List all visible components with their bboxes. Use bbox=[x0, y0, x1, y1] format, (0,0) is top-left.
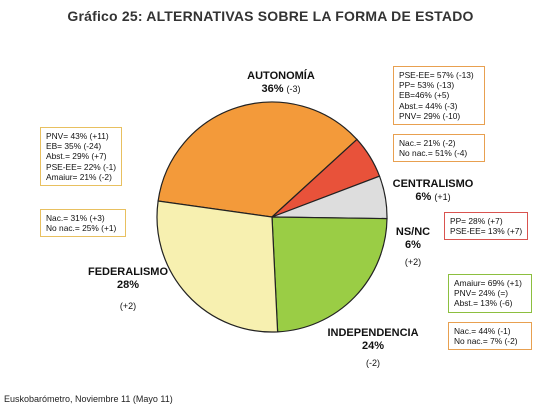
annotation-line: EB= 35% (-24) bbox=[46, 141, 102, 152]
slice-name: NS/NC bbox=[395, 226, 431, 238]
annotation-line: PSE-EE= 22% (-1) bbox=[46, 161, 117, 172]
slice-label-centralismo: CENTRALISMO 6% (+1) bbox=[384, 178, 482, 204]
pie-slice-federalismo bbox=[156, 200, 279, 333]
annotation-line: PP= 28% (+7) bbox=[450, 216, 503, 226]
annotation-line: PNV= 43% (+11) bbox=[46, 131, 109, 141]
annotation-line: No nac.= 7% (-2) bbox=[454, 336, 518, 347]
annotation-line: Abst.= 13% (-6) bbox=[454, 298, 513, 309]
slice-value: 6% bbox=[415, 191, 432, 203]
slice-name: INDEPENDENCIA bbox=[327, 327, 419, 339]
annotation-box-centralismo-origin: Nac.= 21% (-2) No nac.= 51% (-4) bbox=[393, 134, 485, 163]
annotation-box-independencia-origin: Nac.= 44% (-1) No nac.= 7% (-2) bbox=[448, 322, 532, 351]
annotation-line: Nac.= 21% (-2) bbox=[399, 138, 456, 148]
annotation-line: PNV= 29% (-10) bbox=[399, 110, 461, 121]
slice-change: (-2) bbox=[366, 358, 380, 368]
annotation-line: PP= 53% (-13) bbox=[399, 80, 455, 91]
slice-value: 36% bbox=[261, 83, 284, 95]
slice-label-autonomia: AUTONOMÍA 36% (-3) bbox=[236, 70, 326, 96]
annotation-line: PSE-EE= 13% (+7) bbox=[450, 226, 523, 237]
annotation-box-autonomia-party: PSE-EE= 57% (-13) PP= 53% (-13) EB=46% (… bbox=[393, 66, 485, 126]
slice-value: 28% bbox=[116, 279, 140, 291]
annotation-box-federalismo-party: PNV= 43% (+11) EB= 35% (-24) Abst.= 29% … bbox=[40, 127, 122, 187]
annotation-line: Nac.= 44% (-1) bbox=[454, 326, 511, 336]
annotation-line: Amaiur= 21% (-2) bbox=[46, 171, 112, 182]
slice-label-federalismo: FEDERALISMO 28% (+2) bbox=[76, 266, 180, 313]
pie-slice-autonoma bbox=[157, 101, 358, 218]
slice-name: AUTONOMÍA bbox=[247, 70, 315, 82]
annotation-line: Nac.= 31% (+3) bbox=[46, 213, 105, 223]
annotation-box-nsnc-party: PP= 28% (+7) PSE-EE= 13% (+7) bbox=[444, 212, 528, 241]
annotation-line: Amaiur= 69% (+1) bbox=[454, 278, 522, 288]
slice-change: (-3) bbox=[286, 84, 301, 94]
slice-name: CENTRALISMO bbox=[392, 178, 474, 190]
chart-title: Gráfico 25: ALTERNATIVAS SOBRE LA FORMA … bbox=[67, 8, 474, 24]
pie-slice-independencia bbox=[271, 216, 388, 333]
annotation-line: PNV= 24% (=) bbox=[454, 288, 508, 299]
annotation-line: Abst.= 29% (+7) bbox=[46, 151, 107, 162]
slice-label-nsnc: NS/NC 6% (+2) bbox=[390, 226, 436, 269]
annotation-box-independencia-party: Amaiur= 69% (+1) PNV= 24% (=) Abst.= 13%… bbox=[448, 274, 532, 313]
slice-value: 6% bbox=[405, 239, 421, 251]
slice-label-independencia: INDEPENDENCIA 24% (-2) bbox=[318, 327, 428, 370]
annotation-line: PSE-EE= 57% (-13) bbox=[399, 70, 474, 80]
slice-change: (+2) bbox=[404, 257, 422, 267]
slice-name: FEDERALISMO bbox=[87, 266, 169, 278]
annotation-line: EB=46% (+5) bbox=[399, 90, 450, 101]
slice-change: (+2) bbox=[119, 301, 137, 311]
annotation-line: No nac.= 25% (+1) bbox=[46, 223, 117, 234]
annotation-line: No nac.= 51% (-4) bbox=[399, 148, 468, 159]
slice-value: 24% bbox=[361, 340, 385, 352]
slice-change: (+1) bbox=[434, 192, 451, 202]
annotation-box-federalismo-origin: Nac.= 31% (+3) No nac.= 25% (+1) bbox=[40, 209, 126, 238]
annotation-line: Abst.= 44% (-3) bbox=[399, 100, 458, 111]
source-footer: Euskobarómetro, Noviembre 11 (Mayo 11) bbox=[4, 394, 173, 404]
